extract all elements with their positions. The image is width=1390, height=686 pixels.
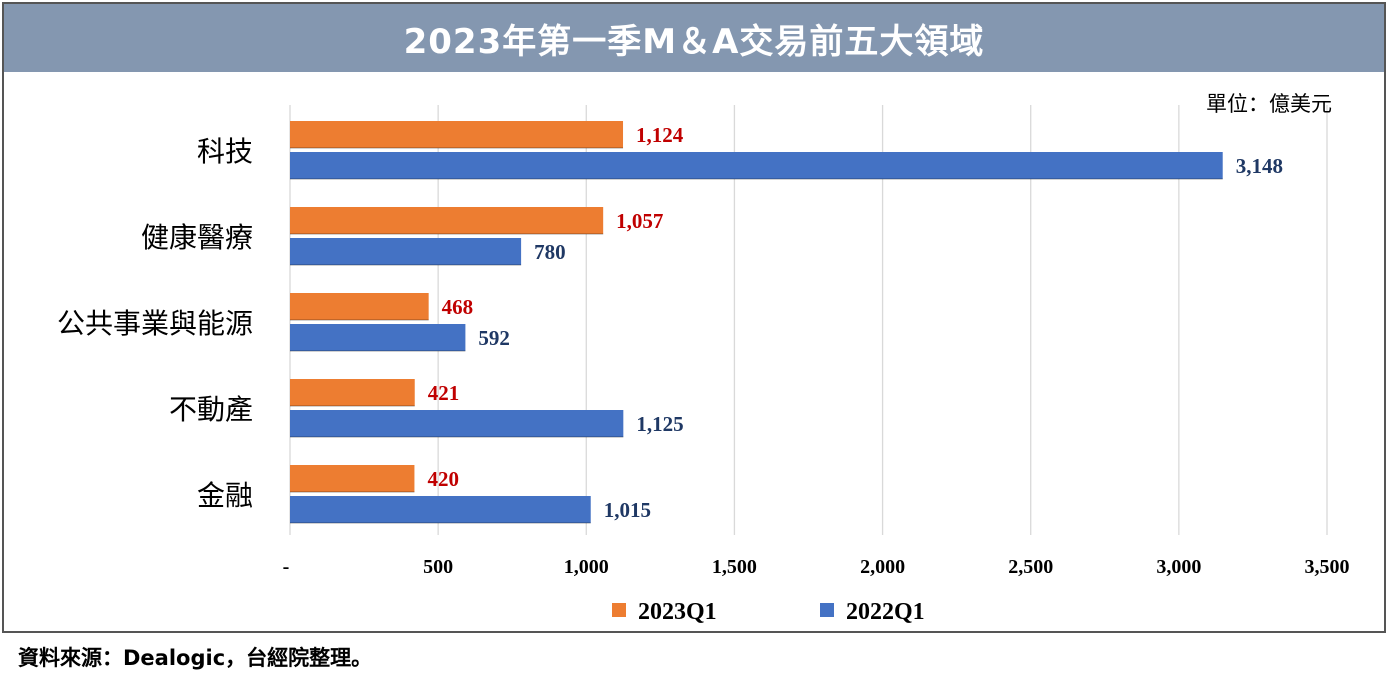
legend-label-2023q1: 2023Q1 (638, 599, 717, 625)
chart-frame: 2023年第一季M＆A交易前五大領域 (2, 2, 1386, 633)
category-label: 金融 (197, 479, 253, 512)
x-tick-label: - (283, 556, 290, 578)
bars (290, 121, 1223, 524)
x-tick-label: 3,500 (1305, 556, 1350, 578)
data-label: 468 (442, 295, 474, 319)
category-label: 公共事業與能源 (57, 307, 253, 340)
bar-2022q1-3 (290, 410, 624, 437)
source-note: 資料來源：Dealogic，台經院整理。 (18, 646, 373, 670)
legend: 2023Q1 2022Q1 (612, 599, 925, 625)
data-label: 1,124 (636, 123, 684, 147)
legend-swatch-2023q1 (612, 603, 626, 617)
data-label: 421 (428, 381, 460, 405)
category-label: 不動產 (169, 393, 253, 426)
x-tick-label: 2,500 (1008, 556, 1053, 578)
bar-chart: - 500 1,000 1,500 2,000 2,500 3,000 3,500 科技 1,12… (57, 92, 1350, 625)
data-label: 420 (427, 467, 459, 491)
bar-2022q1-4 (290, 496, 591, 523)
unit-label: 單位：億美元 (1206, 92, 1332, 116)
category-label: 健康醫療 (141, 221, 253, 254)
data-label: 1,057 (616, 209, 663, 233)
bar-2022q1-2 (290, 324, 466, 351)
x-tick-label: 2,000 (860, 556, 905, 578)
x-tick-label: 1,000 (564, 556, 609, 578)
legend-label-2022q1: 2022Q1 (846, 599, 925, 625)
x-tick-label: 3,000 (1156, 556, 1201, 578)
chart-title: 2023年第一季M＆A交易前五大領域 (403, 21, 985, 62)
bar-2023q1-4 (290, 465, 415, 492)
bar-2023q1-2 (290, 293, 429, 320)
data-label: 780 (534, 240, 566, 264)
bar-2023q1-1 (290, 207, 604, 234)
bar-2022q1-0 (290, 152, 1223, 179)
bar-2023q1-0 (290, 121, 624, 148)
title-bar: 2023年第一季M＆A交易前五大領域 (4, 4, 1384, 72)
x-tick-label: 500 (423, 556, 453, 578)
labels: - 500 1,000 1,500 2,000 2,500 3,000 3,500 科技 1,12… (57, 123, 1350, 578)
bar-2022q1-1 (290, 238, 522, 265)
data-label: 1,015 (604, 498, 651, 522)
data-label: 3,148 (1236, 154, 1283, 178)
bar-2023q1-3 (290, 379, 415, 406)
category-label: 科技 (197, 135, 253, 168)
legend-swatch-2022q1 (820, 603, 834, 617)
data-label: 592 (478, 326, 510, 350)
x-tick-label: 1,500 (712, 556, 757, 578)
data-label: 1,125 (636, 412, 683, 436)
